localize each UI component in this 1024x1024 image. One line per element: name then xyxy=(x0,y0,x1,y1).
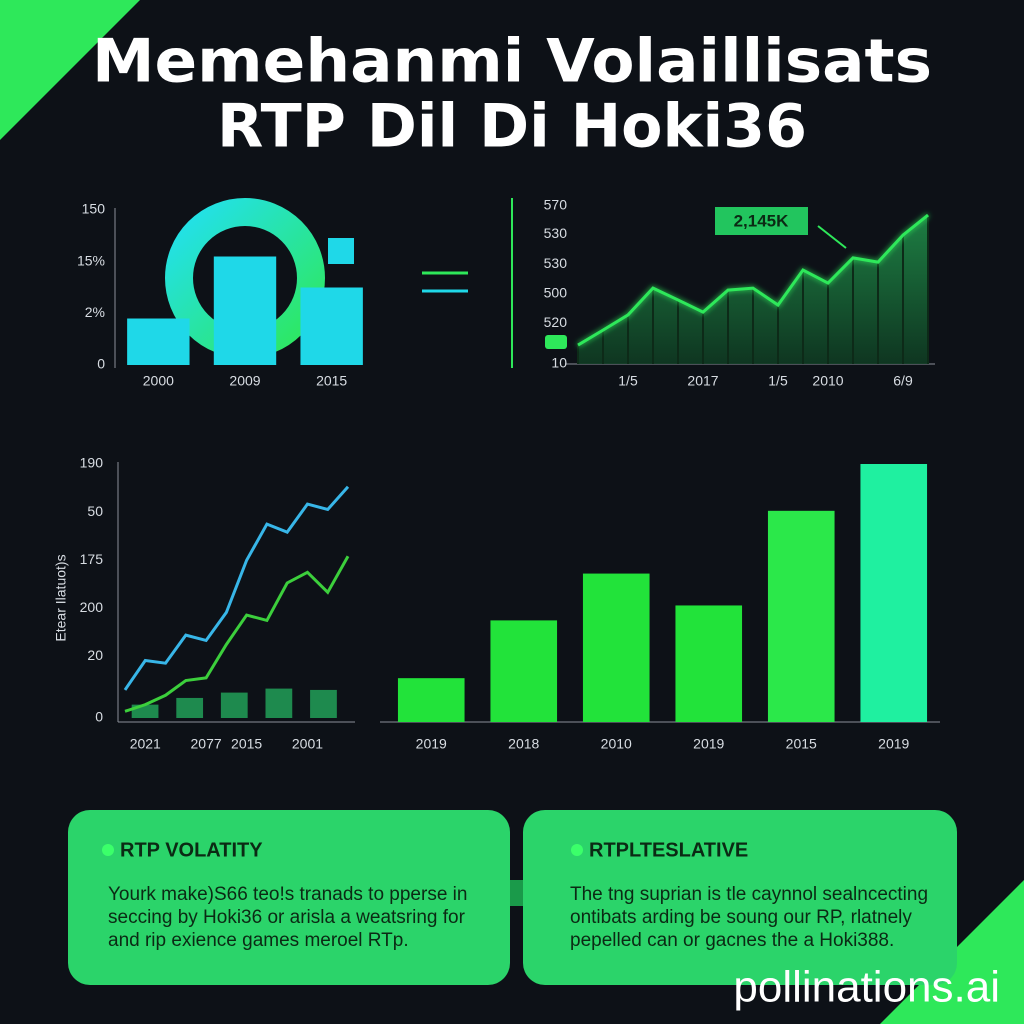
annotation: 2,145K xyxy=(734,211,790,230)
watermark: pollinations.ai xyxy=(733,963,1000,1012)
card-text: seccing by Hoki36 or arisla a weatsring … xyxy=(108,907,466,928)
x-tick-label: 2021 xyxy=(130,736,161,752)
y-tick-label: 530 xyxy=(544,255,568,271)
line xyxy=(124,555,350,713)
x-tick-label: 1/5 xyxy=(618,373,638,389)
x-tick-label: 2015 xyxy=(231,736,262,752)
x-tick-label: 1/5 xyxy=(768,373,788,389)
card-heading: RTPLTESLATIVE xyxy=(589,839,748,861)
y-tick-label: 200 xyxy=(80,599,104,615)
bar xyxy=(176,697,204,718)
x-tick-label: 2019 xyxy=(878,736,909,752)
bar xyxy=(300,287,363,365)
bullet xyxy=(571,844,583,856)
bar xyxy=(582,573,650,722)
card-text: Yourk make)S66 teo!s tranads to pperse i… xyxy=(108,884,467,905)
x-tick-label: 2001 xyxy=(292,736,323,752)
card xyxy=(523,810,957,985)
card-text: and rip exience games meroel RTp. xyxy=(108,930,409,951)
y-tick-label: 50 xyxy=(87,503,103,519)
x-tick-label: 2000 xyxy=(143,373,174,389)
bar xyxy=(265,688,293,718)
bullet xyxy=(102,844,114,856)
bar xyxy=(397,678,465,722)
y-tick-label: 570 xyxy=(544,197,568,213)
y-tick-label: 150 xyxy=(82,201,106,217)
y-tick-label: 520 xyxy=(544,314,568,330)
bar xyxy=(767,510,835,722)
y-tick-label: 2% xyxy=(85,304,105,320)
y-tick-label: 15% xyxy=(77,252,105,268)
x-tick-label: 2010 xyxy=(601,736,632,752)
card-text: ontibats arding be soung our RP, rlatnel… xyxy=(570,907,912,928)
bar xyxy=(220,692,248,718)
card xyxy=(68,810,510,985)
y-tick-label: 20 xyxy=(87,647,103,663)
bar xyxy=(310,689,337,718)
x-tick-label: 2010 xyxy=(812,373,843,389)
bar xyxy=(675,605,743,722)
x-tick-label: 2019 xyxy=(416,736,447,752)
bar xyxy=(860,463,928,722)
bar xyxy=(490,620,558,722)
card-text: The tng suprian is tle caynnol sealncect… xyxy=(570,884,928,905)
y-tick-label: 0 xyxy=(95,709,103,725)
y-tick-label: 175 xyxy=(80,551,104,567)
marker-decoration xyxy=(545,335,567,349)
line xyxy=(577,213,929,347)
x-tick-label: 2077 xyxy=(191,736,222,752)
card-heading: RTP VOLATITY xyxy=(120,839,263,861)
y-tick-label: 0 xyxy=(97,356,105,372)
y-tick-label: 10 xyxy=(551,355,567,371)
arrow-decoration xyxy=(817,225,847,249)
y-axis-label: Etear Ilatuot)s xyxy=(53,554,69,641)
bar xyxy=(127,318,190,365)
annotation-box xyxy=(715,207,808,235)
y-tick-label: 190 xyxy=(80,455,104,471)
bar xyxy=(213,256,277,365)
title: RTP Dil Di Hoki36 xyxy=(217,92,807,162)
x-tick-label: 2017 xyxy=(687,373,718,389)
card-text: pepelled can or gacnes the a Hoki388. xyxy=(570,930,894,951)
x-tick-label: 6/9 xyxy=(893,373,913,389)
icon-decoration xyxy=(328,238,354,264)
x-tick-label: 2015 xyxy=(786,736,817,752)
line xyxy=(123,485,350,691)
y-tick-label: 500 xyxy=(544,285,568,301)
x-tick-label: 2009 xyxy=(229,373,260,389)
x-tick-label: 2015 xyxy=(316,373,347,389)
title: Memehanmi Volaillisats xyxy=(92,27,932,97)
y-tick-label: 530 xyxy=(544,225,568,241)
x-tick-label: 2019 xyxy=(693,736,724,752)
x-tick-label: 2018 xyxy=(508,736,539,752)
corner-decoration xyxy=(0,0,140,140)
